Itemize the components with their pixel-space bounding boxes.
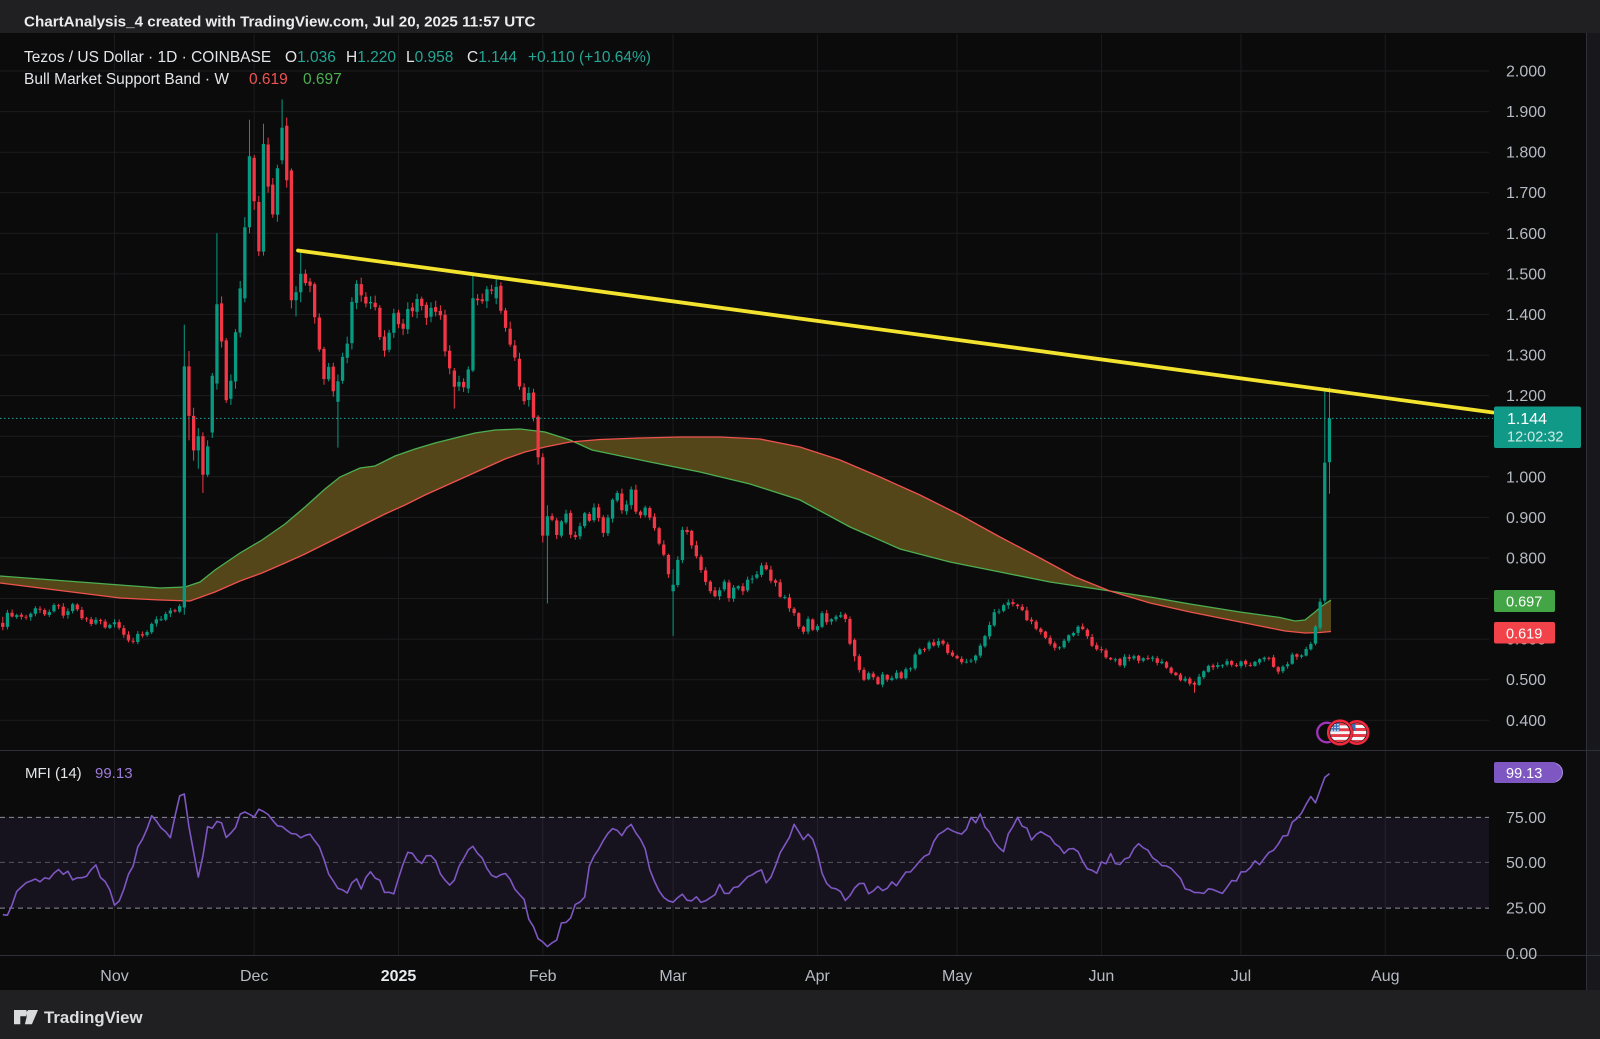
svg-text:0.619: 0.619: [249, 71, 288, 88]
svg-text:ChartAnalysis_4 created with T: ChartAnalysis_4 created with TradingView…: [24, 14, 536, 31]
svg-text:1.600: 1.600: [1506, 226, 1546, 243]
svg-text:75.00: 75.00: [1506, 810, 1546, 827]
svg-text:Apr: Apr: [805, 968, 831, 985]
svg-text:C1.144: C1.144: [467, 49, 517, 66]
svg-text:50.00: 50.00: [1506, 855, 1546, 872]
svg-text:TradingView: TradingView: [44, 1008, 143, 1027]
svg-text:99.13: 99.13: [95, 765, 133, 782]
svg-text:L0.958: L0.958: [406, 49, 453, 66]
svg-text:Aug: Aug: [1371, 968, 1399, 985]
svg-text:Mar: Mar: [659, 968, 687, 985]
svg-text:1.000: 1.000: [1506, 469, 1546, 486]
svg-text:0.400: 0.400: [1506, 713, 1546, 730]
svg-text:1.800: 1.800: [1506, 145, 1546, 162]
svg-text:Dec: Dec: [240, 968, 268, 985]
svg-text:Tezos / US Dollar · 1D · COINB: Tezos / US Dollar · 1D · COINBASE: [24, 49, 271, 66]
svg-text:Feb: Feb: [529, 968, 557, 985]
svg-text:MFI (14): MFI (14): [25, 765, 82, 782]
svg-text:1.500: 1.500: [1506, 266, 1546, 283]
svg-text:1.300: 1.300: [1506, 348, 1546, 365]
svg-text:H1.220: H1.220: [346, 49, 396, 66]
svg-text:Bull Market Support Band · W: Bull Market Support Band · W: [24, 71, 229, 88]
svg-text:0.00: 0.00: [1506, 946, 1537, 963]
svg-text:0.697: 0.697: [303, 71, 342, 88]
svg-text:1.700: 1.700: [1506, 185, 1546, 202]
svg-text:Jun: Jun: [1089, 968, 1115, 985]
svg-text:O1.036: O1.036: [285, 49, 336, 66]
svg-text:25.00: 25.00: [1506, 901, 1546, 918]
svg-text:1.900: 1.900: [1506, 104, 1546, 121]
svg-text:0.800: 0.800: [1506, 551, 1546, 568]
svg-text:2025: 2025: [381, 968, 417, 985]
svg-text:0.697: 0.697: [1506, 595, 1542, 611]
svg-text:0.619: 0.619: [1506, 627, 1542, 643]
svg-text:Jul: Jul: [1231, 968, 1251, 985]
svg-text:Nov: Nov: [100, 968, 128, 985]
svg-text:0.900: 0.900: [1506, 510, 1546, 527]
svg-text:1.200: 1.200: [1506, 388, 1546, 405]
svg-text:12:02:32: 12:02:32: [1507, 430, 1563, 446]
svg-text:0.500: 0.500: [1506, 672, 1546, 689]
svg-text:May: May: [942, 968, 972, 985]
svg-text:99.13: 99.13: [1506, 766, 1542, 782]
svg-text:+0.110 (+10.64%): +0.110 (+10.64%): [528, 49, 651, 66]
svg-text:2.000: 2.000: [1506, 64, 1546, 81]
svg-text:1.400: 1.400: [1506, 307, 1546, 324]
svg-text:1.144: 1.144: [1507, 411, 1547, 428]
